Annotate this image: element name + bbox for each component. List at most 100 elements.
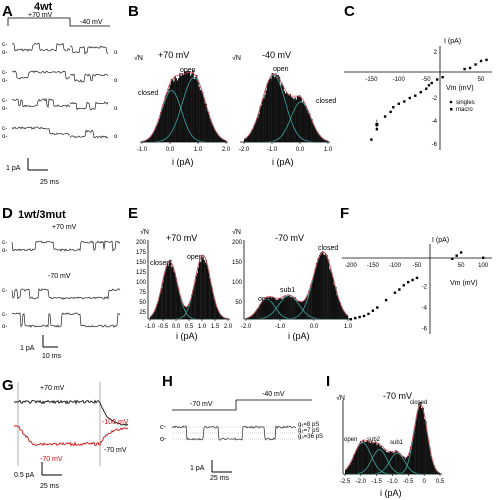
panel-b-right-hist-bar bbox=[281, 83, 283, 142]
panel-f-point bbox=[459, 251, 463, 254]
panel-c-points bbox=[370, 58, 488, 141]
panel-e-right-hist-bar bbox=[307, 295, 309, 319]
panel-e-left-hist-bar bbox=[173, 271, 175, 319]
panel-h: H -70 mV -40 mV c- o- g₁=8 pS g₂=7 pS g₃… bbox=[160, 373, 323, 482]
panel-i-hist-bar bbox=[389, 451, 392, 474]
panel-g-plus-label: +70 mV bbox=[40, 385, 65, 392]
panel-e-left-hist-bar bbox=[157, 301, 160, 319]
panel-a-trace-4-plus bbox=[11, 126, 71, 136]
panel-b-right-hist-bar bbox=[264, 94, 266, 142]
panel-a-letter: A bbox=[2, 3, 13, 20]
panel-d: D 1wt/3mut +70 mV -70 mV c-o-c-c-o- 1 pA… bbox=[2, 205, 121, 360]
panel-b-left-hist-bar bbox=[191, 73, 193, 142]
panel-b-left-hist-bar bbox=[179, 73, 181, 142]
panel-e-right-hist-bar bbox=[346, 315, 349, 319]
panel-g-plus-trace bbox=[14, 399, 129, 427]
panel-e-right-histogram bbox=[246, 251, 349, 320]
panel-b-left-hist-bar bbox=[148, 138, 150, 142]
panel-b-left-hist-bar bbox=[182, 74, 185, 142]
panel-e-right-hist-bar bbox=[304, 299, 306, 319]
panel-e-right-hist-bar bbox=[332, 277, 334, 319]
panel-b-right-hist-bar bbox=[263, 98, 265, 142]
panel-i-hist-bar bbox=[395, 450, 397, 474]
panel-f-point bbox=[371, 309, 375, 312]
panel-b-right-hist-bar bbox=[275, 73, 277, 142]
panel-e-right-hist-bar bbox=[289, 296, 292, 319]
panel-e-left-hist-bar bbox=[161, 288, 163, 319]
panel-e-right-hist-bar bbox=[295, 300, 298, 319]
panel-e-left-hist-bar bbox=[170, 259, 172, 319]
panel-e-right-hist-bar bbox=[294, 297, 296, 319]
panel-e-left-tick-label: 0.0 bbox=[172, 324, 181, 330]
panel-i-hist-bar bbox=[378, 445, 381, 474]
panel-b-left-tick-label: 1.0 bbox=[194, 147, 203, 153]
panel-e-left-hist-bar bbox=[150, 316, 152, 319]
panel-i-xlabel: i (pA) bbox=[380, 488, 402, 498]
panel-i-hist-bar bbox=[422, 407, 424, 474]
panel-i-hist-bar bbox=[347, 466, 350, 474]
panel-b-left-hist-bar bbox=[212, 126, 215, 142]
panel-e-right-closed-label: closed bbox=[318, 245, 338, 252]
panel-e-left-hist-bar bbox=[176, 284, 179, 319]
panel-b-left-hist-bar bbox=[162, 104, 164, 142]
panel-e-right-hist-bar bbox=[334, 287, 337, 319]
panel-b-left-hist-bar bbox=[143, 141, 145, 142]
panel-e-right-hist-bar bbox=[333, 284, 336, 319]
panel-c-point bbox=[389, 110, 392, 114]
panel-i-hist-bar bbox=[418, 403, 420, 474]
panel-e-left-tick-label: 1.5 bbox=[211, 324, 220, 330]
panel-e-left-hist-bar bbox=[180, 296, 182, 319]
panel-b-right-hist-bar bbox=[266, 83, 269, 142]
panel-e-left-hist-bar bbox=[183, 305, 185, 319]
panel-i-hist-bar bbox=[362, 439, 365, 474]
panel-e-left-hist-bar bbox=[153, 312, 155, 319]
panel-b-right-hist-bar bbox=[314, 128, 317, 142]
panel-e-right-hist-bar bbox=[324, 253, 327, 319]
panel-a-o-right-label: o bbox=[114, 106, 118, 112]
panel-i-hist-bar bbox=[376, 444, 378, 474]
panel-b-right-hist-bar bbox=[323, 139, 325, 142]
panel-d-current-traces bbox=[11, 240, 121, 328]
panel-b-right-hist-bar bbox=[301, 102, 303, 142]
panel-f-point bbox=[415, 276, 419, 280]
panel-b-ylabel-left: √N bbox=[134, 54, 143, 62]
panel-f-point bbox=[367, 312, 370, 316]
panel-e-left-closed-label: closed bbox=[150, 260, 170, 267]
panel-b-left-hist-bar bbox=[163, 101, 165, 142]
panel-c-ticks: -150 -100 -50 50 2 -2 -4 -6 bbox=[365, 50, 485, 148]
panel-e-left-hist-bar bbox=[213, 298, 215, 319]
panel-b-left-hist-bar bbox=[188, 71, 191, 142]
panel-e-left-tick-label: -1.0 bbox=[145, 324, 156, 330]
panel-d-c-label: c- bbox=[2, 312, 7, 318]
panel-i-hist-bar bbox=[421, 408, 423, 474]
panel-e-left-histogram bbox=[150, 254, 229, 320]
panel-e-left-hist-bar bbox=[223, 317, 225, 319]
panel-c-macro-point bbox=[375, 123, 379, 127]
panel-a-v-left: +70 mV bbox=[28, 12, 53, 19]
panel-e-ylabel-right: √N bbox=[232, 228, 241, 236]
panel-e-right-hist-bar bbox=[283, 296, 286, 319]
panel-e-left-hist-bar bbox=[166, 262, 169, 319]
panel-b-right-title: -40 mV bbox=[262, 50, 291, 60]
panel-d-state-labels: c-o-c-c-o- bbox=[2, 240, 7, 330]
panel-e-right-hist-bar bbox=[291, 297, 293, 319]
panel-e-left-hist-bar bbox=[216, 308, 219, 319]
panel-e-right-hist-bar bbox=[340, 306, 343, 319]
panel-f-point bbox=[362, 314, 366, 318]
panel-e-right-sub-label: sub1 bbox=[280, 287, 295, 294]
panel-a-title: 4wt bbox=[34, 1, 53, 13]
panel-b-left-hist-bar bbox=[156, 124, 158, 142]
panel-i-tick-label: 0.5 bbox=[436, 479, 445, 485]
panel-c-legend-macro-marker bbox=[450, 108, 453, 111]
panel-c-point bbox=[430, 81, 433, 85]
panel-e-left-hist-bar bbox=[155, 306, 157, 319]
panel-e-right-hist-bar bbox=[326, 255, 328, 319]
panel-e-right-hist-bar bbox=[343, 311, 346, 319]
panel-f-point bbox=[354, 316, 357, 320]
panel-i-hist-bar bbox=[426, 432, 428, 474]
panel-e-left-ytick-label: 150 bbox=[136, 260, 147, 266]
panel-b-left-tick-label: -1.0 bbox=[137, 147, 148, 153]
panel-e-right-hist-bar bbox=[262, 300, 264, 319]
panel-h-v2: -40 mV bbox=[262, 391, 285, 398]
panel-c-xtick-label: -150 bbox=[365, 77, 378, 83]
